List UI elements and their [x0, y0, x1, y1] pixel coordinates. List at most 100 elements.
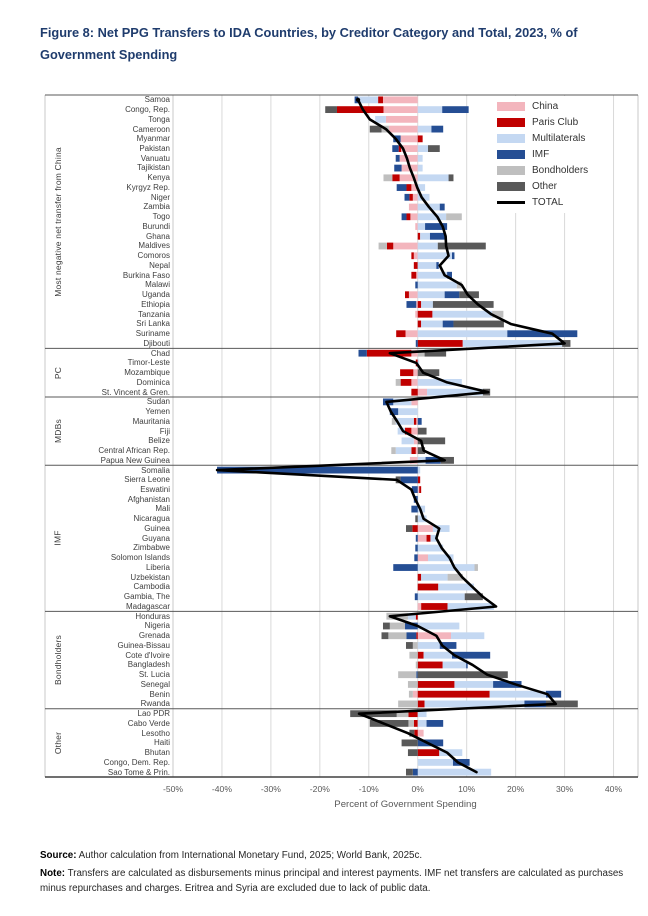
bar-segment-bondholders — [415, 661, 418, 669]
bar-segment-imf — [412, 768, 418, 776]
bar-segment-other — [369, 125, 382, 133]
bar-segment-paris_club — [426, 534, 431, 542]
bar-segment-china — [411, 379, 418, 386]
bar-segment-paris_club — [406, 184, 412, 191]
figure-title-line2: Government Spending — [40, 47, 178, 62]
bar-segment-imf — [417, 739, 444, 747]
bar-segment-imf — [439, 203, 445, 211]
bar-segment-multilaterals — [417, 544, 444, 552]
bar-segment-other — [428, 145, 440, 152]
bar-segment-imf — [425, 223, 448, 230]
legend-label: China — [532, 100, 559, 112]
bar-segment-paris_club — [411, 447, 416, 455]
bar-segment-paris_club — [417, 583, 439, 591]
bar-segment-other — [405, 642, 413, 649]
bar-segment-imf — [415, 534, 418, 542]
chart-legend: China Paris Club Multilaterals IMF Bondholde… — [494, 96, 595, 213]
bar-segment-imf — [392, 145, 399, 152]
bar-segment-china — [415, 310, 418, 318]
bar-segment-bondholders — [388, 632, 407, 640]
bar-segment-paris_club — [417, 320, 422, 328]
bar-segment-bondholders — [447, 573, 463, 581]
legend-label: Other — [532, 181, 558, 193]
bar-segment-multilaterals — [417, 564, 475, 571]
bar-segment-imf — [426, 720, 444, 727]
bar-segment-china — [412, 193, 418, 201]
legend-item-paris_club: Paris Club — [497, 114, 588, 130]
bar-segment-multilaterals — [451, 632, 485, 640]
bar-segment-other — [464, 593, 483, 601]
bar-segment-multilaterals — [417, 193, 430, 201]
bar-segment-china — [416, 271, 418, 279]
bar-segment-bondholders — [446, 213, 462, 221]
bar-segment-paris_club — [417, 651, 424, 659]
bar-segment-multilaterals — [417, 164, 423, 172]
bar-segment-other — [417, 447, 426, 455]
bar-segment-imf — [405, 622, 418, 630]
bar-segment-paris_club — [408, 710, 418, 718]
source-note: Source: Author calculation from Internat… — [40, 849, 634, 864]
bar-segment-paris_club — [417, 301, 422, 308]
bar-segment-multilaterals — [417, 184, 426, 191]
bar-segment-imf — [493, 681, 522, 688]
bar-segment-paris_club — [417, 340, 463, 347]
bar-segment-multilaterals — [423, 651, 452, 659]
legend-label: Multilaterals — [532, 132, 586, 144]
bar-segment-other — [417, 437, 446, 445]
bar-segment-bondholders — [396, 710, 409, 718]
bar-segment-paris_club — [417, 476, 421, 484]
bar-segment-multilaterals — [393, 398, 412, 406]
bar-segment-bondholders — [398, 700, 418, 708]
bar-segment-china — [411, 427, 418, 435]
bar-segment-imf — [406, 301, 417, 308]
legend-label: Bondholders — [532, 164, 589, 176]
bar-segment-china — [399, 154, 418, 162]
legend-item-imf: IMF — [497, 146, 588, 162]
bar-segment-multilaterals — [395, 447, 412, 455]
bar-segment-china — [401, 145, 418, 152]
bar-segment-multilaterals — [417, 359, 420, 367]
bar-segment-imf — [389, 408, 399, 416]
bar-segment-multilaterals — [417, 125, 432, 133]
bar-segment-paris_club — [405, 427, 412, 435]
bar-segment-paris_club — [406, 213, 411, 221]
bar-segment-china — [417, 388, 428, 396]
bar-segment-paris_club — [336, 106, 384, 114]
bar-segment-paris_club — [396, 330, 406, 338]
bar-segment-paris_club — [411, 388, 418, 396]
bar-segment-bondholders — [389, 622, 406, 630]
bar-segment-china — [417, 603, 422, 610]
bar-segment-multilaterals — [417, 291, 445, 299]
bar-segment-china — [412, 690, 418, 698]
bar-segment-paris_club — [416, 632, 418, 640]
bar-segment-imf — [395, 154, 400, 162]
bar-segment-imf — [411, 505, 418, 513]
bar-segment-multilaterals — [417, 642, 440, 649]
bar-segment-imf — [415, 544, 418, 552]
bar-segment-china — [413, 437, 418, 445]
bar-segment-china — [416, 417, 418, 425]
bar-segment-china — [411, 398, 418, 406]
bar-segment-other — [401, 739, 418, 747]
bar-segment-other — [415, 515, 418, 523]
bar-segment-imf — [439, 642, 457, 649]
bar-segment-bondholders — [378, 242, 387, 250]
total-line — [215, 98, 566, 774]
bar-segment-other — [437, 242, 486, 250]
legend-color-swatch — [497, 182, 525, 192]
bar-segment-imf — [406, 632, 417, 640]
bar-segment-bondholders — [409, 651, 418, 659]
bar-segment-imf — [436, 262, 439, 269]
bar-segment-multilaterals — [417, 154, 423, 162]
bar-segment-paris_club — [378, 96, 383, 104]
bar-segment-multilaterals — [417, 106, 443, 114]
bar-segment-multilaterals — [417, 213, 447, 221]
bar-segment-china — [400, 135, 418, 143]
bar-segment-other — [424, 349, 447, 357]
bar-segment-paris_club — [417, 690, 490, 698]
bar-segment-imf — [507, 330, 578, 338]
bar-segment-other — [325, 106, 337, 114]
legend-color-swatch — [497, 133, 525, 143]
methodology-note: Note: Transfers are calculated as disbur… — [40, 867, 634, 896]
legend-item-china: China — [497, 98, 588, 114]
